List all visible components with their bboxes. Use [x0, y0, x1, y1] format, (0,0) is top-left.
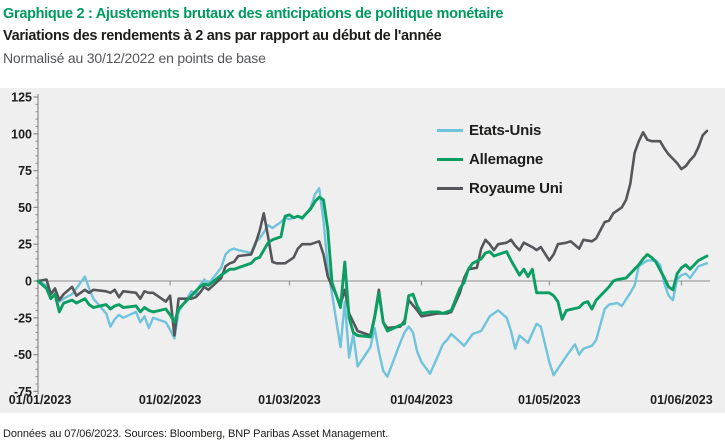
source-note: Données au 07/06/2023. Sources: Bloomber…	[3, 428, 389, 440]
uk-series-line	[36, 129, 709, 337]
y-tick-label: 25	[18, 238, 32, 252]
us-series-line	[36, 187, 709, 378]
chart-subtitle: Variations des rendements à 2 ans par ra…	[3, 28, 442, 44]
legend-item-allemagne: Allemagne	[437, 145, 563, 174]
y-tick-label: 0	[25, 275, 32, 289]
germany-line-swatch-icon	[437, 158, 463, 161]
y-tick-label: 75	[18, 164, 32, 178]
chart-header: Graphique 2 : Ajustements brutaux des an…	[3, 3, 503, 69]
x-tick-label: 01/06/2023	[650, 393, 713, 407]
legend-item-royaume-uni: Royaume Uni	[437, 174, 563, 203]
legend-item-etats-unis: Etats-Unis	[437, 116, 563, 145]
x-tick-label: 01/02/2023	[139, 393, 202, 407]
y-tick-label: -75	[14, 385, 32, 399]
legend-label: Allemagne	[469, 151, 544, 168]
chart-title: Graphique 2 : Ajustements brutaux des an…	[3, 6, 504, 22]
y-tick-label: 125	[11, 91, 32, 105]
legend: Etats-Unis Allemagne Royaume Uni	[437, 116, 563, 203]
x-tick-label: 01/01/2023	[9, 393, 72, 407]
y-tick-label: 50	[18, 201, 32, 215]
uk-line-swatch-icon	[437, 187, 463, 190]
x-tick-label: 01/05/2023	[518, 393, 581, 407]
x-tick-label: 01/03/2023	[258, 393, 321, 407]
germany-series-line	[36, 195, 709, 339]
y-tick-label: -25	[14, 311, 32, 325]
x-tick-label: 01/04/2023	[390, 393, 453, 407]
y-tick-label: -50	[14, 348, 32, 362]
us-line-swatch-icon	[437, 129, 463, 132]
y-tick-label: 100	[11, 127, 32, 141]
legend-label: Royaume Uni	[469, 180, 563, 197]
legend-label: Etats-Unis	[469, 122, 542, 139]
chart-normalisation-note: Normalisé au 30/12/2022 en points de bas…	[3, 50, 266, 66]
